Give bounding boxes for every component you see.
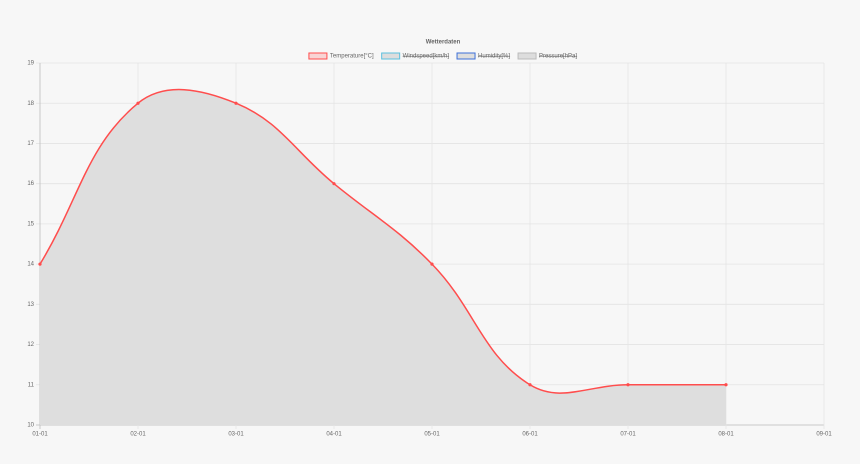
legend-label[interactable]: Windspeed[km/h] <box>403 54 450 60</box>
x-tick-label: 09-01 <box>816 432 832 438</box>
x-tick-label: 03-01 <box>228 432 244 438</box>
legend-swatch[interactable] <box>456 52 476 60</box>
point <box>724 383 728 387</box>
y-tick-label: 19 <box>27 61 34 67</box>
x-tick-label: 06-01 <box>522 432 538 438</box>
legend-label[interactable]: Temperature[°C] <box>330 54 374 60</box>
x-tick-label: 01-01 <box>32 432 48 438</box>
point <box>430 262 434 266</box>
x-tick-label: 04-01 <box>326 432 342 438</box>
chart-title: Wetterdaten <box>426 40 461 46</box>
area <box>40 89 726 425</box>
x-tick-label: 05-01 <box>424 432 440 438</box>
y-tick-label: 15 <box>27 221 34 227</box>
legend-swatch[interactable] <box>517 52 537 60</box>
x-tick-label: 08-01 <box>718 432 734 438</box>
y-tick-label: 11 <box>28 382 35 388</box>
point <box>626 383 630 387</box>
y-tick-label: 16 <box>27 181 34 187</box>
legend-swatch[interactable] <box>308 52 328 60</box>
legend-label[interactable]: Pressure[hPa] <box>539 54 577 60</box>
y-tick-label: 13 <box>27 302 34 308</box>
x-tick-label: 07-01 <box>620 432 636 438</box>
point <box>332 182 336 186</box>
legend-swatch[interactable] <box>381 52 401 60</box>
point <box>234 101 238 105</box>
y-tick-label: 10 <box>27 423 34 429</box>
point <box>38 262 42 266</box>
y-tick-label: 12 <box>27 342 34 348</box>
point <box>528 383 532 387</box>
y-tick-label: 18 <box>27 101 34 107</box>
legend-label[interactable]: Humidity[%] <box>478 54 510 60</box>
y-tick-label: 14 <box>27 262 34 268</box>
x-tick-label: 02-01 <box>130 432 146 438</box>
point <box>136 101 140 105</box>
y-tick-label: 17 <box>27 141 34 147</box>
